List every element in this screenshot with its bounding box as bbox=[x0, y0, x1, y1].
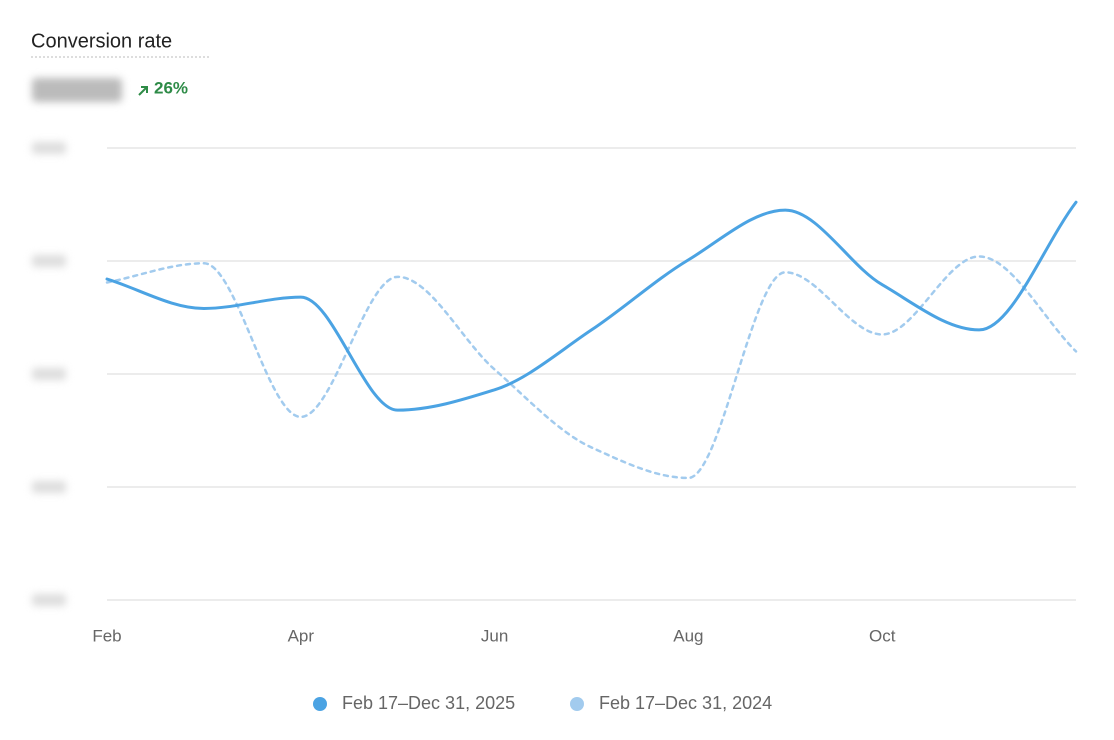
blurred-value bbox=[32, 78, 122, 102]
y-tick-label-blurred bbox=[32, 368, 66, 380]
x-tick-label: Oct bbox=[869, 626, 896, 645]
legend-marker bbox=[570, 697, 584, 711]
y-tick-label-blurred bbox=[32, 594, 66, 606]
change: 26% bbox=[154, 78, 188, 97]
y-tick-label-blurred bbox=[32, 481, 66, 493]
x-tick-label: Apr bbox=[288, 626, 315, 645]
series-line bbox=[105, 255, 1078, 480]
y-tick-label-blurred bbox=[32, 142, 66, 154]
legend-label: Feb 17–Dec 31, 2024 bbox=[599, 693, 772, 713]
x-tick-label: Jun bbox=[481, 626, 508, 645]
chart-title: Conversion rate bbox=[31, 30, 172, 52]
legend-label: Feb 17–Dec 31, 2025 bbox=[342, 693, 515, 713]
legend-marker bbox=[313, 697, 327, 711]
y-tick-label-blurred bbox=[32, 255, 66, 267]
series-line bbox=[105, 200, 1078, 412]
x-tick-label: Aug bbox=[673, 626, 703, 645]
up-arrow bbox=[138, 86, 148, 96]
x-tick-label: Feb bbox=[92, 626, 121, 645]
